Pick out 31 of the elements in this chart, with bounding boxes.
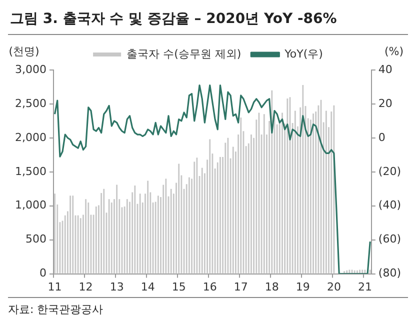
x-tick-label: 18	[264, 280, 279, 294]
y2-tick-label: (40)	[378, 198, 402, 212]
y-tick-label: 0	[39, 266, 46, 280]
y2-tick-label: (60)	[378, 232, 402, 246]
y2-axis-title: (%)	[384, 44, 404, 58]
legend-label: YoY(우)	[284, 47, 323, 60]
y-tick-label: 500	[25, 232, 46, 246]
x-tick-label: 11	[48, 280, 62, 294]
y-tick-label: 2,000	[14, 130, 46, 144]
y2-tick-label: (20)	[378, 164, 402, 178]
y-tick-label: 1,500	[14, 164, 46, 178]
x-tick-label: 12	[78, 280, 93, 294]
x-tick-label: 21	[358, 280, 372, 294]
y-tick-label: 1,000	[14, 198, 46, 212]
x-tick-label: 17	[234, 280, 248, 294]
y-tick-label: 3,000	[14, 62, 46, 76]
y2-tick-label: 40	[378, 62, 392, 76]
y-tick-label: 2,500	[14, 96, 46, 110]
x-tick-label: 19	[296, 280, 310, 294]
text: 자료: 한국관광공사	[8, 302, 104, 317]
x-tick-label: 15	[172, 280, 186, 294]
y-axis-title: (천명)	[8, 44, 40, 58]
y2-tick-label: (80)	[378, 266, 402, 280]
x-tick-label: 14	[140, 280, 155, 294]
x-tick-label: 20	[326, 280, 341, 294]
y2-tick-label: 0	[378, 130, 386, 144]
y2-tick-label: 20	[378, 96, 392, 110]
x-tick-label: 13	[110, 280, 124, 294]
x-tick-label: 16	[202, 280, 217, 294]
legend-label: 출국자 수(승무원 제외)	[126, 47, 242, 60]
chart-title: 그림 3. 출국자 수 및 증감율 – 2020년 YoY -86%	[8, 8, 408, 35]
